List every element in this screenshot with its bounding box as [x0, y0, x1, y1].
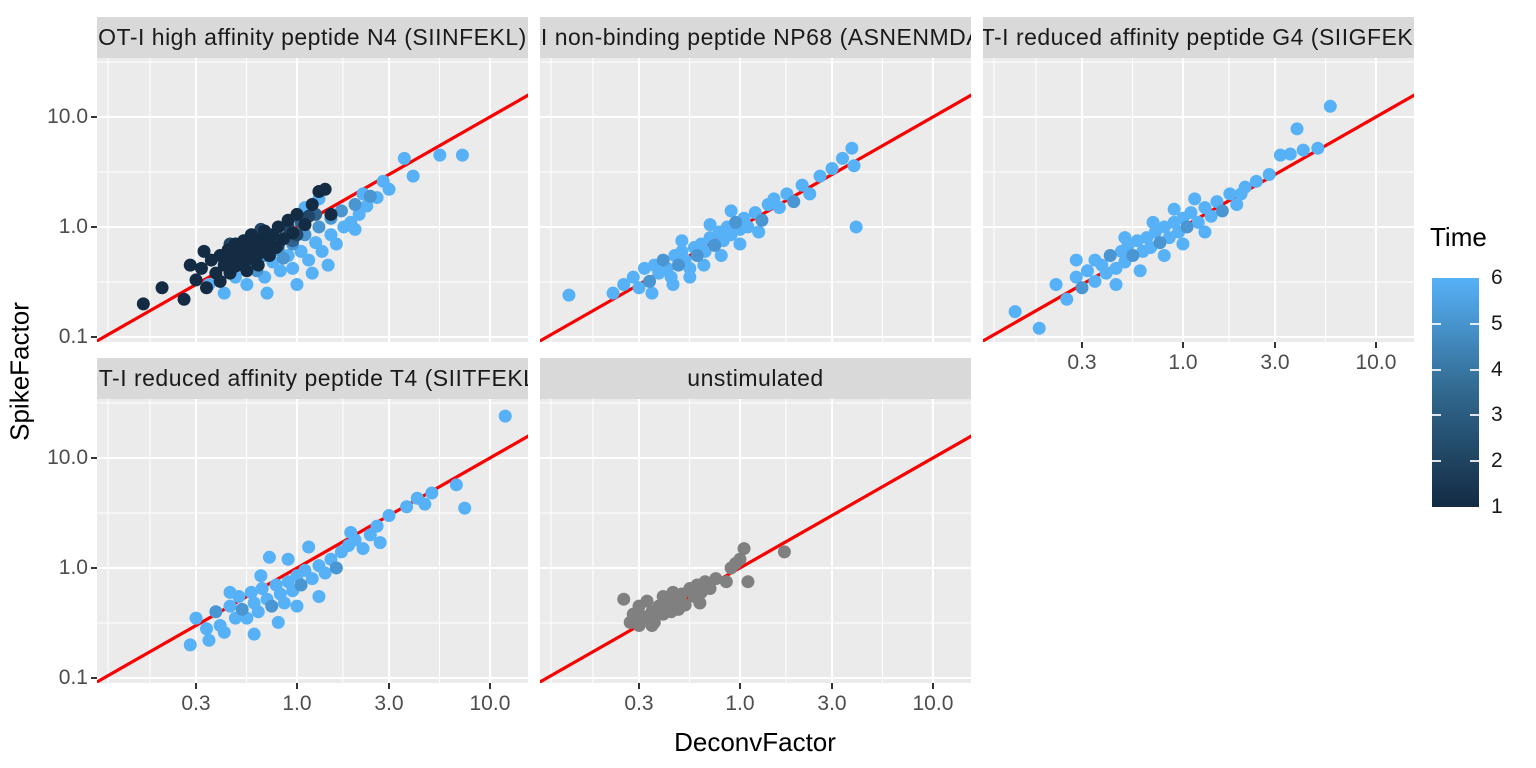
legend-tick-label: 5	[1491, 311, 1503, 335]
scatter-plot	[97, 58, 528, 342]
x-axis-tick	[638, 683, 641, 689]
x-axis-tick	[1081, 342, 1084, 348]
legend-tick-notch	[1432, 322, 1441, 325]
x-tick-label: 10.0	[1355, 351, 1397, 374]
y-axis-tick	[91, 115, 97, 118]
y-tick-label: 1.0	[58, 555, 88, 579]
legend-title: Time	[1430, 222, 1487, 252]
legend-colorbar	[1432, 278, 1479, 507]
legend-tick-notch	[1432, 460, 1441, 463]
x-tick-label: 1.0	[1168, 351, 1198, 374]
x-tick-label: 0.3	[1067, 351, 1097, 374]
y-tick-label: 0.1	[58, 665, 88, 689]
x-tick-label: 10.0	[912, 692, 954, 715]
y-axis-tick	[91, 566, 97, 569]
x-axis-tick	[931, 683, 934, 689]
x-axis-tick	[388, 683, 391, 689]
y-tick-label: 10.0	[47, 104, 88, 128]
x-axis-tick	[831, 683, 834, 689]
y-axis-tick	[91, 676, 97, 679]
facet-strip: unstimulated	[540, 358, 971, 399]
x-axis-tick	[195, 683, 198, 689]
x-tick-label: 3.0	[374, 692, 404, 715]
x-tick-label: 3.0	[1260, 351, 1290, 374]
x-tick-label: 1.0	[725, 692, 755, 715]
legend-tick-label: 3	[1491, 403, 1503, 427]
legend-tick-notch	[1470, 460, 1479, 463]
legend-tick-notch	[1470, 368, 1479, 371]
x-axis-tick	[1374, 342, 1377, 348]
x-tick-label: 0.3	[624, 692, 654, 715]
facet-title: OT-I high affinity peptide N4 (SIINFEKL)	[98, 24, 527, 50]
x-tick-label: 3.0	[817, 692, 847, 715]
x-axis-tick	[1181, 342, 1184, 348]
facet-title: OT-I non-binding peptide NP68 (ASNENMDAM…	[540, 24, 971, 50]
facet-strip: OT-I high affinity peptide N4 (SIINFEKL)	[97, 17, 528, 58]
legend-tick-notch	[1432, 368, 1441, 371]
scatter-plot	[983, 58, 1414, 342]
legend-tick-label: 6	[1491, 266, 1503, 289]
facet-strip: OT-I reduced affinity peptide T4 (SIITFE…	[97, 358, 528, 399]
y-tick-label: 1.0	[58, 214, 88, 238]
y-axis-tick	[91, 456, 97, 459]
x-axis-tick	[1274, 342, 1277, 348]
y-tick-label: 10.0	[47, 445, 88, 469]
y-axis-title: SpikeFactor	[4, 302, 35, 441]
x-axis-tick	[295, 683, 298, 689]
x-tick-label: 0.3	[181, 692, 211, 715]
legend-tick-label: 1	[1491, 495, 1503, 518]
facet-title: unstimulated	[687, 365, 824, 391]
x-tick-label: 1.0	[282, 692, 312, 715]
y-axis-tick	[91, 335, 97, 338]
y-tick-label: 0.1	[58, 324, 88, 348]
x-axis-title: DeconvFactor	[674, 727, 836, 757]
legend-tick-notch	[1470, 322, 1479, 325]
x-axis-tick	[738, 683, 741, 689]
x-tick-label: 10.0	[469, 692, 511, 715]
scatter-plot	[97, 399, 528, 683]
x-axis-tick	[488, 683, 491, 689]
legend-tick-label: 2	[1491, 449, 1503, 473]
legend-tick-notch	[1470, 414, 1479, 417]
y-axis-tick	[91, 225, 97, 228]
facet-title: OT-I reduced affinity peptide G4 (SIIGFE…	[983, 24, 1414, 50]
facet-title: OT-I reduced affinity peptide T4 (SIITFE…	[97, 365, 528, 391]
facet-strip: OT-I reduced affinity peptide G4 (SIIGFE…	[983, 17, 1414, 58]
legend-tick-notch	[1432, 414, 1441, 417]
scatter-plot	[540, 58, 971, 342]
facet-strip: OT-I non-binding peptide NP68 (ASNENMDAM…	[540, 17, 971, 58]
scatter-plot	[540, 399, 971, 683]
legend-tick-label: 4	[1491, 357, 1503, 381]
